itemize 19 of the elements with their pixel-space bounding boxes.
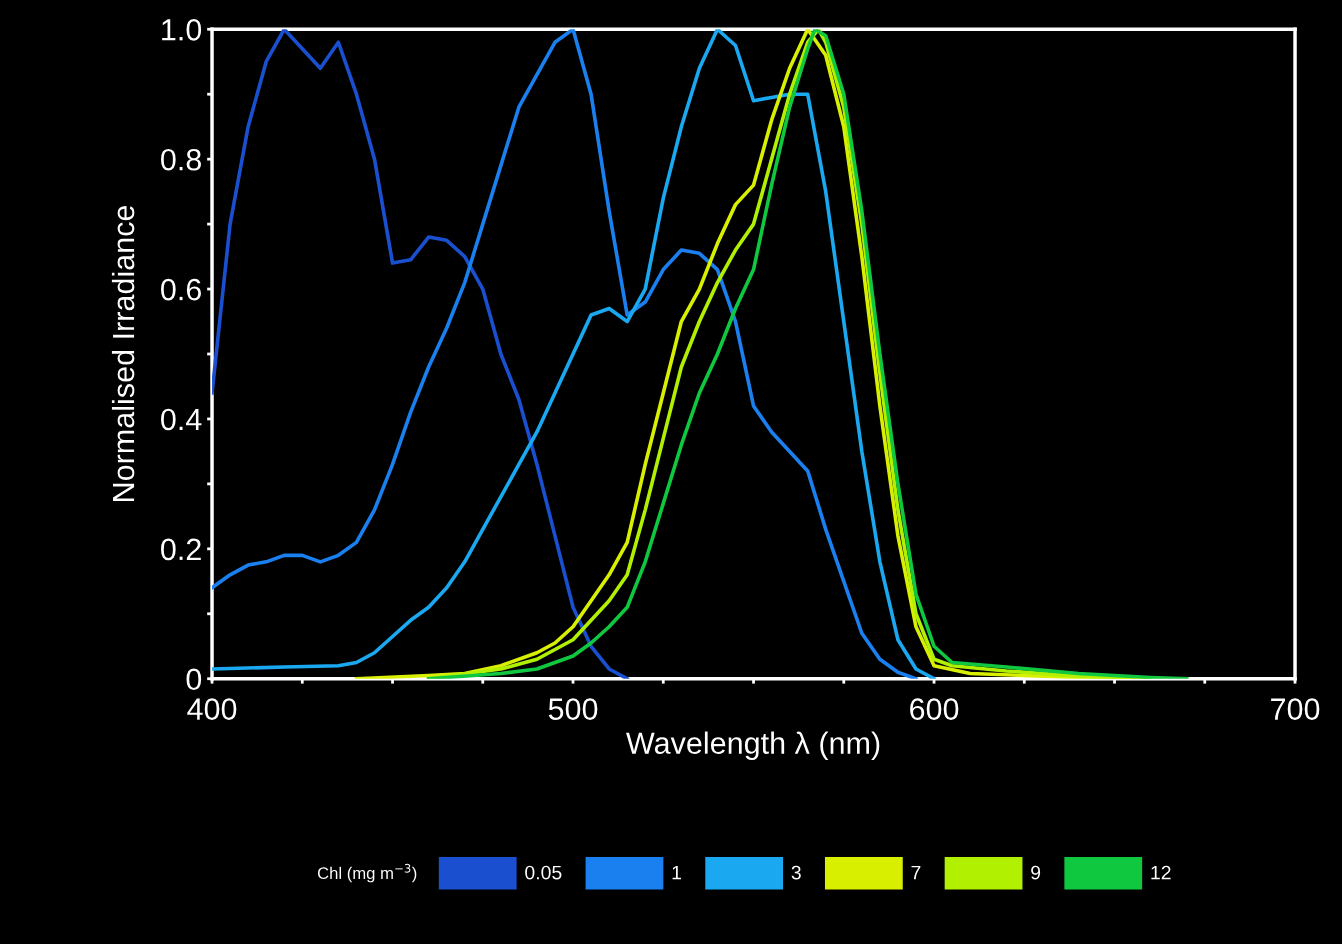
legend-label: 7 — [911, 865, 921, 880]
legend-label: 3 — [791, 865, 801, 880]
y-tick-label: 0 — [186, 668, 202, 691]
y-tick-label: 0.8 — [161, 148, 201, 171]
x-tick-label: 700 — [1271, 698, 1320, 720]
y-tick-label: 1.0 — [162, 19, 202, 41]
legend-label: 9 — [1031, 865, 1041, 880]
legend-title: Chl (mg m$^{−3}$) — [317, 863, 417, 883]
legend-label: 12 — [1151, 865, 1171, 880]
x-tick-label: 500 — [548, 698, 598, 720]
y-tick-label: 0.4 — [161, 408, 202, 431]
y-tick-label: 0.6 — [161, 278, 201, 301]
x-axis-title: Wavelength λ (nm) — [626, 731, 880, 761]
legend-label: 1 — [672, 865, 681, 880]
y-tick-label: 0.2 — [161, 538, 201, 561]
legend-label: 0.05 — [525, 865, 562, 880]
y-axis-title: Normalised Irradiance — [111, 205, 135, 501]
x-tick-label: 600 — [910, 698, 959, 720]
x-tick-label: 400 — [187, 698, 237, 720]
